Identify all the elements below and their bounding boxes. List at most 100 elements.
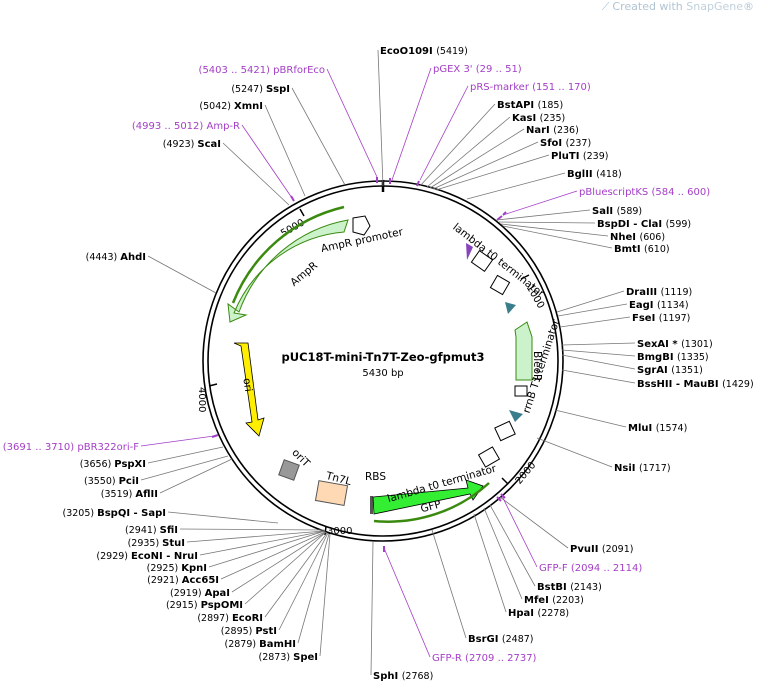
feature-orit xyxy=(278,459,300,481)
leader-line xyxy=(220,531,326,580)
leader-line xyxy=(435,154,550,191)
feature-rbs xyxy=(370,496,373,514)
site-xmni: (5042) XmnI xyxy=(199,101,263,112)
leader-line xyxy=(496,209,591,221)
site-eagi: EagI (1134) xyxy=(629,300,689,311)
primer-pbluescriptks: pBluescriptKS (584 .. 600) xyxy=(579,187,710,198)
site-sexai: SexAI * (1301) xyxy=(637,339,713,350)
leader-line xyxy=(208,530,326,568)
leader-line xyxy=(159,458,233,494)
leader-line xyxy=(483,507,523,600)
site-stui: (2935) StuI xyxy=(128,538,185,549)
leader-line xyxy=(222,142,290,206)
leader-line xyxy=(297,533,330,644)
leader-line xyxy=(473,513,507,613)
site-kpni: (2925) KpnI xyxy=(147,563,207,574)
site-sali: SalI (589) xyxy=(592,206,642,217)
label-ori: ori xyxy=(240,377,254,392)
site-scai: (4923) ScaI xyxy=(163,139,221,150)
site-bsshii-maubi: BssHII - MauBI (1429) xyxy=(637,379,754,390)
label-rbs: RBS xyxy=(365,471,386,483)
leader-line xyxy=(499,496,569,549)
primer-amp-r: (4993 .. 5012) Amp-R xyxy=(132,121,240,132)
site-sfii: (2941) SfiI xyxy=(125,525,178,536)
leader-line xyxy=(431,529,467,639)
site-nsii: NsiI (1717) xyxy=(614,463,671,474)
leader-line xyxy=(383,547,431,658)
site-acc65i: (2921) Acc65I xyxy=(147,575,219,586)
feature-rrnb-terminator xyxy=(494,420,516,442)
leader-line xyxy=(140,455,229,481)
site-pspxi: (3656) PspXI xyxy=(80,459,146,470)
site-bglii: BglII (418) xyxy=(567,169,622,180)
leader-line xyxy=(231,531,327,593)
feature-tn7l xyxy=(314,480,349,507)
feature-ori xyxy=(233,342,265,437)
leader-line xyxy=(199,530,326,556)
leader-line xyxy=(466,172,566,200)
watermark-brand: SnapGene xyxy=(686,0,743,13)
leader-line xyxy=(147,446,224,464)
leader-line xyxy=(186,530,325,543)
site-sphi: SphI (2768) xyxy=(373,671,433,682)
site-pvuii: PvuII (2091) xyxy=(570,544,633,555)
feature-lambda-terminator-box2 xyxy=(489,274,511,296)
feature-teal-marker-lower xyxy=(509,410,523,422)
site-spei: (2873) SpeI xyxy=(259,652,318,663)
leader-line xyxy=(326,68,378,178)
primer-pgex-3: pGEX 3' (29 .. 51) xyxy=(433,64,522,75)
site-econi-nrui: (2929) EcoNI - NruI xyxy=(96,551,198,562)
site-bmti: BmtI (610) xyxy=(614,244,670,255)
primer-prs-marker: pRS-marker (151 .. 170) xyxy=(470,82,591,93)
feature-ampr-promoter xyxy=(352,215,371,236)
site-ecoo109i: EcoO109I (5419) xyxy=(380,46,468,57)
site-psti: (2895) PstI xyxy=(221,626,277,637)
site-pcii: (3550) PciI xyxy=(84,476,139,487)
site-nhei: NheI (606) xyxy=(610,232,665,243)
leader-line xyxy=(500,493,538,568)
leader-line xyxy=(319,533,331,657)
leader-line xyxy=(561,349,636,357)
feature-ampr-outer-arc xyxy=(231,205,345,304)
primer-gfp-r: GFP-R (2709 .. 2737) xyxy=(432,653,537,664)
feature-teal-marker-upper xyxy=(505,302,516,314)
leader-line xyxy=(244,531,327,605)
tick-2000: 2000 xyxy=(501,460,538,487)
leader-line xyxy=(179,528,325,531)
leader-line xyxy=(419,85,469,181)
leader-line xyxy=(561,369,636,384)
svg-text:3000: 3000 xyxy=(327,526,352,537)
site-hpai: HpaI (2278) xyxy=(508,608,569,619)
leader-line xyxy=(498,221,596,224)
primer-gfp-f: GFP-F (2094 .. 2114) xyxy=(539,563,642,574)
leader-line xyxy=(278,532,329,631)
feature-lambda-terminator-upper xyxy=(470,249,494,273)
leader-line xyxy=(391,67,432,181)
tick-3000: 3000 xyxy=(324,525,352,537)
tick-4000: 4000 xyxy=(196,383,218,412)
watermark: ⟋ Created with SnapGene® xyxy=(602,0,754,14)
leader-line xyxy=(264,532,328,618)
site-bstapi: BstAPI (185) xyxy=(497,100,563,111)
plasmid-size: 5430 bp xyxy=(362,368,403,379)
site-nari: NarI (236) xyxy=(526,125,579,136)
site-bstbi: BstBI (2143) xyxy=(537,582,602,593)
leader-line xyxy=(561,342,636,346)
label-ampr: AmpR xyxy=(288,259,320,288)
leader-line xyxy=(419,103,496,187)
leader-line xyxy=(432,141,539,190)
label-bleor: BleoR xyxy=(531,351,543,381)
leader-line xyxy=(167,511,279,524)
leader-line xyxy=(147,255,217,294)
site-pspomi: (2915) PspOMI xyxy=(166,600,243,611)
primer-pbrforeco: (5403 .. 5421) pBRforEco xyxy=(199,65,325,76)
site-bspdi-clai: BspDI - ClaI (599) xyxy=(597,219,691,230)
leader-line xyxy=(291,87,346,186)
site-sfoi: SfoI (237) xyxy=(540,138,591,149)
site-mlui: MluI (1574) xyxy=(628,423,687,434)
leader-line xyxy=(502,225,613,249)
site-aflii: (3519) AflII xyxy=(101,489,158,500)
leader-line xyxy=(500,223,609,237)
feature-bleor xyxy=(514,321,533,381)
